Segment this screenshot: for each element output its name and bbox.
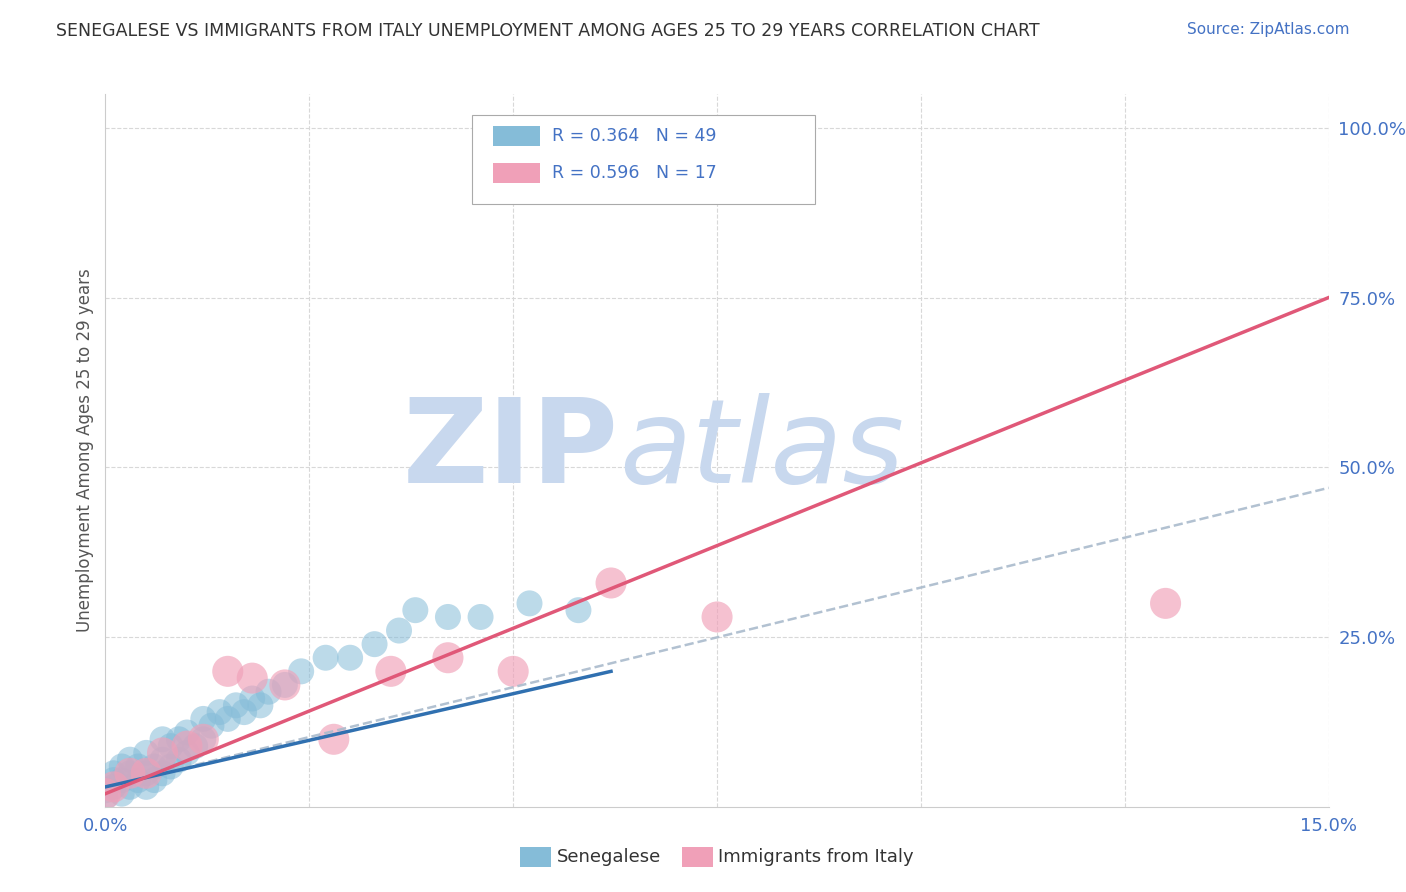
Point — [249, 698, 271, 713]
Point — [94, 790, 117, 805]
Point — [103, 780, 125, 794]
Text: Source: ZipAtlas.com: Source: ZipAtlas.com — [1187, 22, 1350, 37]
Point — [176, 746, 198, 760]
Point — [167, 732, 190, 747]
Point — [193, 712, 215, 726]
Point — [322, 732, 344, 747]
Point — [388, 624, 411, 638]
Point — [208, 705, 231, 719]
Point — [103, 780, 125, 794]
Point — [152, 766, 174, 780]
Point — [127, 773, 149, 788]
Text: SENEGALESE VS IMMIGRANTS FROM ITALY UNEMPLOYMENT AMONG AGES 25 TO 29 YEARS CORRE: SENEGALESE VS IMMIGRANTS FROM ITALY UNEM… — [56, 22, 1040, 40]
Point — [217, 665, 239, 679]
Point — [118, 766, 141, 780]
Bar — [494, 163, 540, 183]
Point — [519, 596, 541, 610]
Point — [339, 650, 361, 665]
Point — [103, 766, 125, 780]
Point — [240, 691, 263, 706]
Point — [193, 732, 215, 747]
Point — [176, 725, 198, 739]
Point — [118, 766, 141, 780]
Bar — [494, 126, 540, 145]
Point — [200, 719, 222, 733]
Point — [111, 773, 134, 788]
Point — [315, 650, 337, 665]
Point — [152, 732, 174, 747]
FancyBboxPatch shape — [472, 115, 815, 204]
Point — [159, 759, 181, 773]
Point — [274, 678, 297, 692]
Point — [127, 759, 149, 773]
Point — [111, 787, 134, 801]
Point — [135, 746, 157, 760]
Point — [217, 712, 239, 726]
Point — [240, 671, 263, 685]
Point — [159, 739, 181, 753]
Point — [111, 759, 134, 773]
Point — [135, 766, 157, 780]
Point — [94, 783, 117, 797]
Point — [437, 610, 460, 624]
Point — [184, 739, 207, 753]
Point — [167, 753, 190, 767]
Text: Immigrants from Italy: Immigrants from Italy — [718, 848, 914, 866]
Point — [152, 746, 174, 760]
Point — [94, 787, 117, 801]
Point — [567, 603, 589, 617]
Point — [257, 684, 280, 698]
Point — [363, 637, 385, 651]
Text: Senegalese: Senegalese — [557, 848, 661, 866]
Point — [600, 576, 623, 591]
Point — [143, 759, 166, 773]
Point — [290, 665, 312, 679]
Point — [437, 650, 460, 665]
Point — [233, 705, 256, 719]
Point — [135, 766, 157, 780]
Point — [404, 603, 426, 617]
Point — [380, 665, 402, 679]
Point — [103, 773, 125, 788]
Point — [502, 665, 524, 679]
Point — [470, 610, 492, 624]
Point — [1154, 596, 1177, 610]
Point — [274, 678, 297, 692]
Point — [143, 773, 166, 788]
Text: R = 0.364   N = 49: R = 0.364 N = 49 — [553, 127, 717, 145]
Text: ZIP: ZIP — [404, 393, 619, 508]
Point — [706, 610, 728, 624]
Point — [135, 780, 157, 794]
Y-axis label: Unemployment Among Ages 25 to 29 years: Unemployment Among Ages 25 to 29 years — [76, 268, 94, 632]
Point — [118, 753, 141, 767]
Text: R = 0.596   N = 17: R = 0.596 N = 17 — [553, 164, 717, 182]
Point — [152, 753, 174, 767]
Point — [118, 780, 141, 794]
Point — [225, 698, 247, 713]
Point — [193, 732, 215, 747]
Text: atlas: atlas — [619, 393, 904, 508]
Point — [176, 739, 198, 753]
